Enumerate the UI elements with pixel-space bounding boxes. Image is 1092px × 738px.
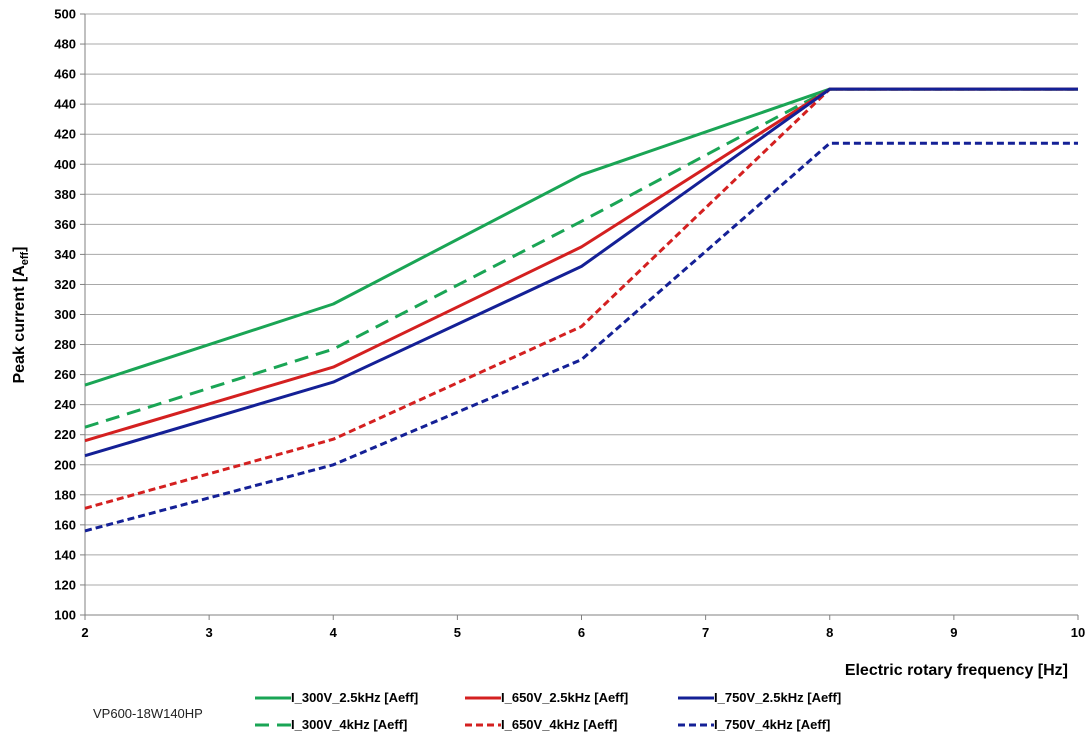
grid-lines: [85, 13, 1078, 616]
y-tick-label: 400: [54, 157, 76, 172]
legend-label-6: I_750V_4kHz [Aeff]: [714, 717, 830, 732]
x-tick-label: 6: [578, 625, 585, 640]
y-tick-label: 280: [54, 337, 76, 352]
y-tick-label: 360: [54, 217, 76, 232]
y-tick-label: 240: [54, 397, 76, 412]
x-tick-label: 8: [826, 625, 833, 640]
y-tick-label: 460: [54, 67, 76, 82]
x-axis-title: Electric rotary frequency [Hz]: [845, 662, 1068, 679]
y-tick-label: 340: [54, 247, 76, 262]
y-tick-label: 380: [54, 187, 76, 202]
x-tick-label: 7: [702, 625, 709, 640]
y-tick-label: 220: [54, 427, 76, 442]
legend-label-2: I_650V_2.5kHz [Aeff]: [501, 690, 628, 705]
y-tick-label: 420: [54, 127, 76, 142]
y-tick-label: 200: [54, 457, 76, 472]
series-line-5: [84, 87, 1078, 510]
x-tick-label: 3: [206, 625, 213, 640]
legend-label-3: I_750V_2.5kHz [Aeff]: [714, 690, 841, 705]
y-tick-label: 120: [54, 577, 76, 592]
series-line-3: [84, 87, 1078, 458]
x-tick-label: 4: [330, 625, 338, 640]
x-tick-label: 5: [454, 625, 461, 640]
x-tick-label: 10: [1071, 625, 1085, 640]
legend-label-5: I_650V_4kHz [Aeff]: [501, 717, 617, 732]
series-line-1: [84, 87, 1078, 387]
y-tick-label: 160: [54, 517, 76, 532]
y-tick-label: 100: [54, 608, 76, 623]
axes: [80, 13, 1079, 620]
y-axis-title: Peak current [Aeff]: [11, 246, 31, 383]
x-tick-label: 2: [81, 625, 88, 640]
series-lines: [84, 87, 1078, 533]
y-tick-label: 300: [54, 307, 76, 322]
legend-label-1: I_300V_2.5kHz [Aeff]: [291, 690, 418, 705]
series-line-6: [84, 141, 1078, 533]
x-tick-label: 9: [950, 625, 957, 640]
tick-labels: 100 120 140 160 180 200 220 240 260 280 300 320 340 3…: [54, 7, 1085, 641]
y-tick-label: 260: [54, 367, 76, 382]
y-tick-label: 320: [54, 277, 76, 292]
series-line-4: [84, 87, 1078, 429]
legend: I_300V_2.5kHz [Aeff] I_650V_2.5kHz [Aeff]…: [255, 690, 841, 732]
y-tick-label: 480: [54, 37, 76, 52]
y-tick-label: 440: [54, 97, 76, 112]
legend-label-4: I_300V_4kHz [Aeff]: [291, 717, 407, 732]
chart-caption: VP600-18W140HP: [93, 706, 203, 721]
y-tick-label: 180: [54, 487, 76, 502]
y-tick-label: 140: [54, 547, 76, 562]
y-tick-label: 500: [54, 7, 76, 22]
